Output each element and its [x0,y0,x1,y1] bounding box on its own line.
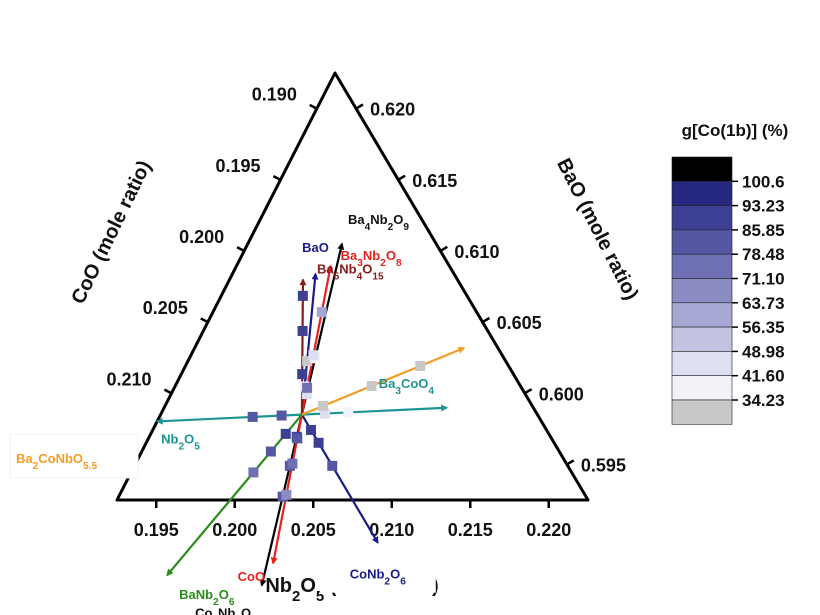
coo-tick-0 [309,103,318,110]
ray-label-3: Co4Nb2O9 [195,605,257,615]
legend-swatch-5 [671,278,733,304]
data-point-16 [297,369,308,380]
data-point-11 [308,350,319,361]
coo-tick-1 [272,174,282,181]
legend-level-8: 41.60 [742,367,785,386]
ray-label-5: CoO [238,569,265,584]
coo-tick-4 [163,388,173,395]
data-point-25 [248,467,259,478]
legend-swatch-1 [671,181,733,206]
bao-tick-label-2: 0.610 [454,242,499,262]
legend-level-1: 93.23 [742,197,785,216]
ray-label-0: BaO [302,240,329,255]
coo-tick-2 [236,246,245,253]
data-point-0 [302,356,313,367]
data-point-21 [276,410,287,421]
legend-level-2: 85.85 [742,221,785,240]
bao-tick-5 [566,459,575,466]
legend-level-6: 56.35 [742,318,785,337]
nb2o5-tick-label-3: 0.210 [369,520,414,540]
data-point-10 [302,382,313,393]
data-point-15 [281,489,292,500]
coo-tick-label-3: 0.205 [143,298,188,318]
bao-tick-0 [355,103,364,110]
legend-swatch-0 [671,156,733,182]
coo-tick-3 [200,317,209,324]
nb2o5-tick-label-2: 0.205 [291,520,336,540]
ba2conbo-label-box [9,433,139,479]
coo-tick-label-1: 0.195 [215,156,260,176]
legend-swatch-2 [671,205,733,231]
coo-tick-label-4: 0.210 [106,369,151,389]
data-point-14 [287,458,298,469]
ray-label-1: CoNb2O6 [350,567,406,588]
data-point-13 [292,433,303,444]
data-point-24 [265,446,276,457]
ray-label-2: Ba4Nb2O9 [348,212,409,233]
bao-tick-label-0: 0.620 [370,100,415,120]
data-point-4 [327,460,338,471]
bao-tick-1 [397,174,406,181]
coo-tick-label-0: 0.190 [252,85,297,105]
legend-swatch-10 [671,399,733,425]
legend-level-4: 71.10 [742,270,785,289]
data-point-2 [306,424,317,435]
legend-swatch-8 [671,351,733,376]
bao-tick-label-4: 0.600 [539,384,584,404]
bao-axis-title: BaO (mole ratio) [552,155,642,304]
data-point-22 [247,411,258,422]
legend-swatch-7 [671,326,733,352]
bao-tick-3 [481,316,491,324]
ray-label-10: Ba2CoNbO5.5 [16,451,97,472]
legend-level-3: 78.48 [742,245,785,264]
data-point-23 [280,428,291,439]
ray-label-6: Ba5Nb4O15 [317,262,384,283]
legend-level-0: 100.6 [742,172,785,191]
legend-level-9: 34.23 [742,391,785,410]
data-point-26 [317,400,328,411]
ray-10 [301,346,466,416]
bao-tick-label-1: 0.615 [412,171,457,191]
data-point-18 [297,290,308,301]
legend-swatch-3 [671,229,733,255]
legend-swatch-9 [671,375,733,401]
ray-label-7: Ba3CoO4 [379,376,435,397]
data-point-5 [301,389,312,400]
data-point-27 [366,380,377,391]
data-point-12 [316,307,327,318]
coo-axis-title: CoO (mole ratio) [67,157,155,307]
data-point-19 [320,408,331,419]
coo-tick-label-2: 0.200 [179,227,224,247]
data-point-3 [313,437,324,448]
data-point-20 [343,407,354,418]
nb2o5-tick-label-4: 0.215 [448,520,493,540]
legend-title: g[Co(1b)] (%) [682,121,789,140]
ray-1 [300,414,379,544]
bao-tick-label-3: 0.605 [497,313,542,333]
data-point-17 [297,325,308,336]
ray-9 [166,413,303,577]
ray-label-9: BaNb2O6 [179,587,235,608]
ray-label-8: Nb2O5 [161,431,200,452]
bao-tick-label-5: 0.595 [581,455,626,475]
conb2o6-label-box [319,562,436,593]
ray-label-4: Ba3Nb2O8 [341,248,402,269]
legend-swatch-6 [671,302,733,328]
bao-tick-4 [524,388,533,395]
legend-level-7: 48.98 [742,342,785,361]
nb2o5-tick-label-5: 0.220 [526,520,571,540]
nb2o5-tick-label-1: 0.200 [212,520,257,540]
data-point-28 [415,360,426,371]
legend-level-5: 63.73 [742,294,785,313]
bao-tick-2 [439,245,448,252]
nb2o5-tick-label-0: 0.195 [134,520,179,540]
legend-swatch-4 [671,253,733,279]
